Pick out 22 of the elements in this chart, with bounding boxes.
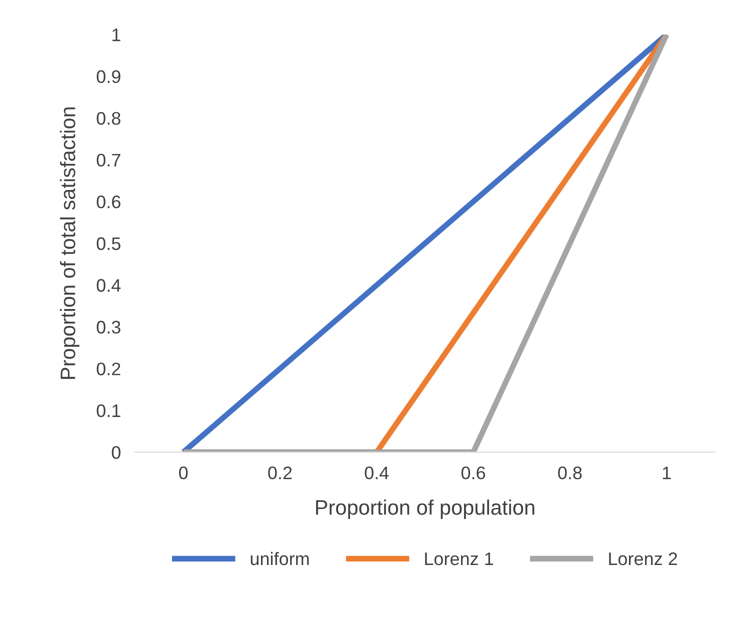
- y-tick-label: 0.5: [96, 237, 120, 250]
- x-tick-label: 0.6: [461, 466, 486, 480]
- y-tick-label: 0.2: [96, 362, 120, 376]
- x-tick-label: 0.8: [558, 466, 582, 480]
- y-tick-label: 0.8: [96, 112, 120, 125]
- x-axis-title: Proportion of population: [316, 500, 534, 519]
- y-axis-title: Proportion of total satisfaction: [60, 107, 80, 379]
- y-tick-label: 0.4: [96, 279, 121, 292]
- y-tick-label: 0.6: [96, 196, 120, 208]
- x-tick-label: 0.4: [364, 466, 389, 480]
- y-tick-label: 0.9: [96, 70, 120, 84]
- y-tick-label: 0.7: [96, 154, 120, 167]
- x-tick-label: 1: [662, 466, 671, 480]
- legend-label: Lorenz 1: [425, 552, 494, 566]
- y-tick-label: 1: [112, 28, 120, 42]
- legend-label: uniform: [250, 552, 309, 566]
- legend-label: Lorenz 2: [609, 552, 678, 566]
- x-tick-label: 0: [179, 466, 188, 480]
- y-tick-label: 0.1: [96, 404, 120, 418]
- x-tick-label: 0.2: [268, 466, 292, 480]
- y-tick-label: 0.3: [96, 320, 120, 334]
- y-tick-label: 0: [112, 446, 120, 459]
